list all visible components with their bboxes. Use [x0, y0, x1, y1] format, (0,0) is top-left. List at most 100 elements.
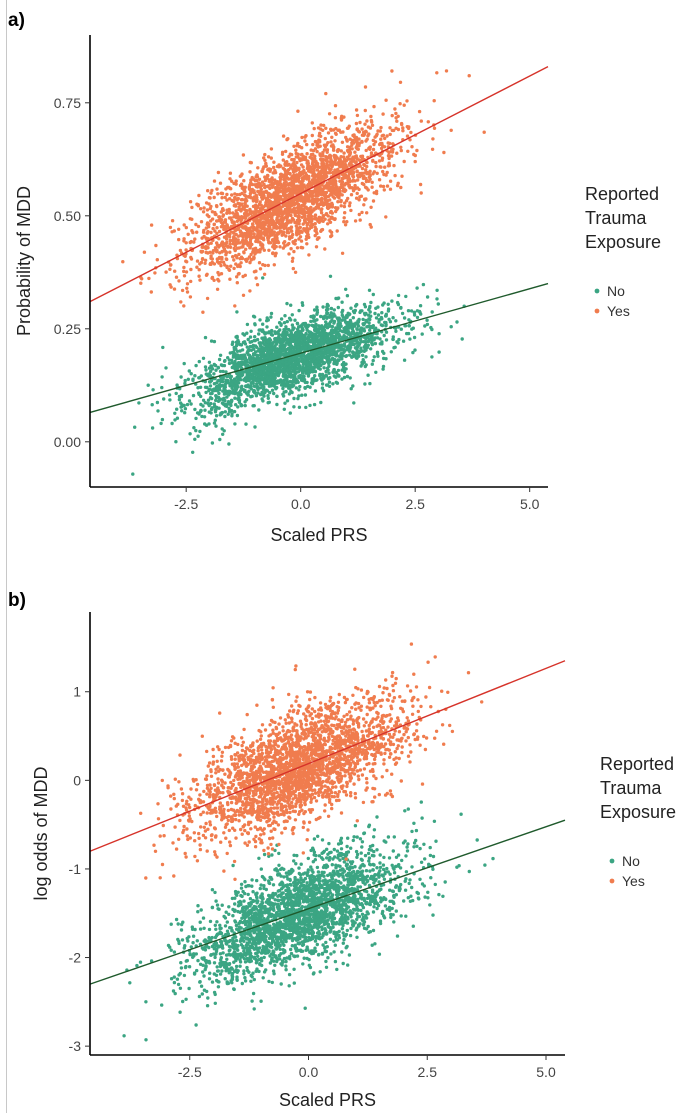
scatter-point	[214, 414, 219, 418]
scatter-point	[257, 261, 262, 265]
scatter-point	[329, 311, 333, 315]
scatter-point	[333, 104, 338, 108]
scatter-point	[359, 328, 363, 333]
scatter-point	[344, 325, 349, 329]
scatter-point	[230, 193, 234, 197]
scatter-point	[319, 338, 324, 342]
scatter-point	[330, 202, 334, 207]
scatter-point	[380, 340, 384, 344]
scatter-point	[364, 139, 368, 143]
scatter-point	[194, 428, 198, 433]
scatter-point	[326, 368, 330, 372]
scatter-point	[326, 141, 330, 145]
scatter-point	[234, 340, 239, 344]
scatter-point	[292, 249, 296, 254]
scatter-point	[355, 327, 359, 331]
scatter-point	[257, 177, 262, 181]
scatter-point	[168, 398, 172, 402]
scatter-point	[189, 372, 193, 376]
scatter-point	[268, 377, 272, 381]
scatter-point	[324, 374, 329, 378]
scatter-point	[297, 308, 301, 313]
scatter-point	[172, 287, 177, 291]
scatter-point	[264, 347, 268, 351]
scatter-point	[209, 230, 213, 235]
scatter-point	[244, 422, 248, 426]
scatter-point	[398, 80, 403, 85]
scatter-point	[407, 125, 411, 129]
scatter-point	[205, 296, 210, 301]
scatter-point	[345, 148, 350, 153]
scatter-point	[229, 216, 233, 220]
scatter-point	[309, 205, 313, 210]
scatter-point	[221, 207, 225, 211]
scatter-point	[184, 259, 188, 263]
scatter-point	[303, 339, 307, 343]
scatter-point	[374, 164, 378, 169]
scatter-point	[355, 169, 359, 173]
scatter-point	[193, 437, 197, 441]
scatter-point	[259, 351, 263, 355]
scatter-point	[356, 324, 361, 328]
scatter-point	[217, 261, 221, 265]
scatter-point	[159, 421, 163, 426]
scatter-point	[140, 277, 144, 281]
scatter-point	[300, 135, 304, 140]
scatter-point	[238, 241, 242, 245]
scatter-point	[259, 215, 263, 219]
scatter-point	[357, 212, 361, 217]
scatter-point	[396, 341, 400, 345]
scatter-point	[339, 204, 343, 208]
scatter-point	[326, 131, 331, 135]
scatter-point	[241, 153, 246, 157]
scatter-point	[432, 126, 437, 130]
scatter-point	[367, 317, 371, 321]
scatter-point	[322, 186, 326, 190]
scatter-point	[296, 141, 300, 146]
scatter-point	[367, 146, 371, 151]
scatter-point	[307, 337, 311, 342]
scatter-point	[217, 406, 221, 410]
scatter-point	[230, 198, 234, 203]
scatter-point	[234, 403, 238, 407]
scatter-point	[310, 378, 314, 382]
scatter-point	[284, 234, 288, 238]
scatter-point	[204, 226, 208, 230]
scatter-point	[273, 376, 277, 380]
scatter-point	[227, 361, 232, 366]
scatter-point	[364, 197, 368, 201]
scatter-point	[407, 318, 411, 322]
scatter-point	[260, 376, 265, 380]
scatter-point	[337, 354, 341, 358]
scatter-point	[348, 376, 352, 380]
scatter-point	[281, 134, 286, 138]
scatter-point	[380, 311, 384, 315]
scatter-point	[239, 209, 243, 213]
scatter-point	[364, 355, 368, 359]
scatter-point	[259, 356, 263, 360]
scatter-point	[256, 204, 260, 209]
scatter-point	[225, 374, 230, 379]
scatter-point	[288, 383, 293, 387]
scatter-point	[320, 382, 325, 386]
scatter-point	[285, 378, 289, 382]
scatter-point	[237, 354, 241, 358]
scatter-point	[169, 285, 173, 289]
scatter-point	[409, 309, 414, 313]
scatter-point	[383, 136, 387, 141]
scatter-point	[388, 141, 392, 146]
scatter-point	[167, 393, 172, 397]
scatter-point	[342, 155, 346, 159]
scatter-point	[268, 364, 272, 368]
scatter-point	[247, 185, 251, 189]
scatter-point	[238, 389, 243, 393]
scatter-point	[395, 183, 400, 188]
scatter-point	[373, 140, 378, 144]
scatter-point	[260, 383, 265, 387]
scatter-point	[233, 228, 237, 233]
scatter-point	[334, 326, 338, 330]
scatter-point	[272, 246, 277, 251]
scatter-point	[292, 377, 296, 382]
scatter-point	[425, 295, 430, 299]
scatter-point	[292, 369, 296, 373]
